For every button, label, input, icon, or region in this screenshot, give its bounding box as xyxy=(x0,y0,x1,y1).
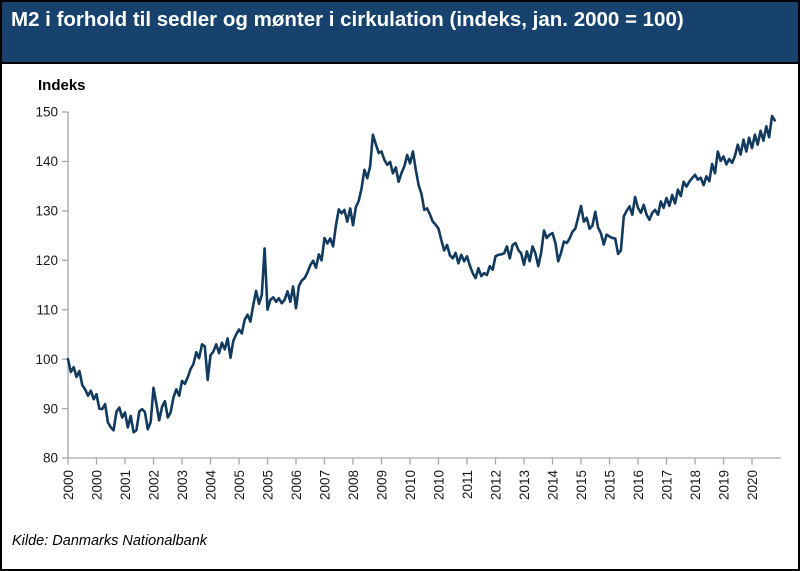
x-tick-label: 2005 xyxy=(232,470,247,500)
x-tick-label: 2010 xyxy=(432,470,447,500)
x-tick-label: 2007 xyxy=(318,470,333,500)
data-line-m2-index xyxy=(66,114,777,434)
x-tick-label: 2016 xyxy=(631,470,646,500)
y-tick-label: 110 xyxy=(36,302,58,317)
x-tick-label: 2014 xyxy=(546,470,561,501)
y-tick-label: 120 xyxy=(35,253,58,268)
y-axis-title: Indeks xyxy=(38,77,86,94)
chart-title: M2 i forhold til sedler og mønter i cirk… xyxy=(11,8,684,31)
x-tick-label: 2011 xyxy=(460,470,475,499)
x-tick-label: 2000 xyxy=(61,470,76,500)
x-tick-label: 2015 xyxy=(603,470,618,500)
x-tick-label: 2010 xyxy=(403,470,418,500)
source-note: Kilde: Danmarks Nationalbank xyxy=(12,533,208,549)
x-tick-label: 2008 xyxy=(346,470,361,500)
x-tick-label: 2006 xyxy=(289,470,304,500)
chart-title-bar: M2 i forhold til sedler og mønter i cirk… xyxy=(2,2,798,64)
x-tick-label: 2019 xyxy=(717,470,732,500)
x-axis-ticks: 2000 2000 2001 2002 2003 2004 2005 2005 2006 2007… xyxy=(61,458,760,500)
x-tick-label: 2000 xyxy=(90,470,105,500)
x-tick-label: 2001 xyxy=(118,470,133,500)
x-tick-label: 2018 xyxy=(688,470,703,500)
y-tick-label: 80 xyxy=(43,451,58,466)
y-tick-label: 140 xyxy=(35,154,58,169)
y-tick-label: 130 xyxy=(35,204,58,219)
x-tick-label: 2012 xyxy=(489,470,504,500)
y-tick-label: 100 xyxy=(35,352,58,367)
x-tick-label: 2003 xyxy=(175,470,190,500)
x-tick-label: 2013 xyxy=(517,470,532,500)
axes xyxy=(67,112,781,459)
x-tick-label: 2004 xyxy=(204,470,219,501)
x-tick-label: 2009 xyxy=(375,470,390,500)
x-tick-label: 2015 xyxy=(574,470,589,500)
x-tick-label: 2017 xyxy=(660,470,675,500)
x-tick-label: 2005 xyxy=(261,470,276,500)
x-tick-label: 2020 xyxy=(745,470,760,500)
y-tick-label: 90 xyxy=(43,401,58,416)
y-tick-label: 150 xyxy=(35,105,58,120)
y-axis-ticks: 80 90 100 110 120 130 140 150 xyxy=(35,105,68,466)
x-tick-label: 2002 xyxy=(147,470,162,500)
